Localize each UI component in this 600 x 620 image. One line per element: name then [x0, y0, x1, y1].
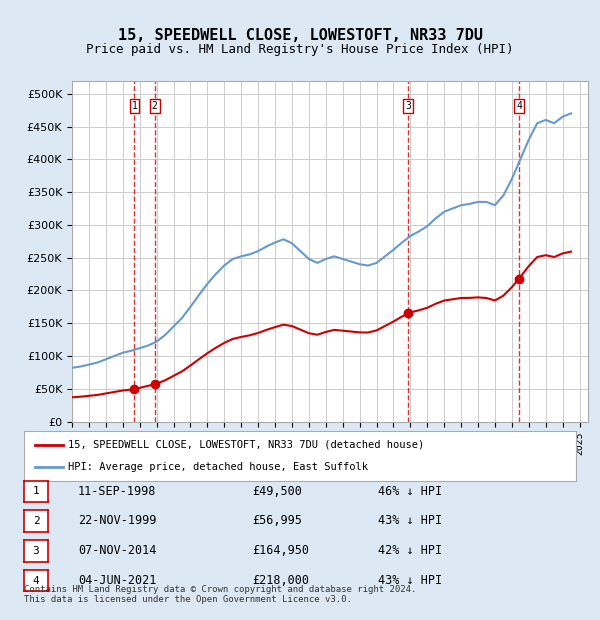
Text: 4: 4: [32, 575, 40, 586]
Text: £164,950: £164,950: [252, 544, 309, 557]
Text: 04-JUN-2021: 04-JUN-2021: [78, 574, 157, 587]
Text: 2: 2: [32, 516, 40, 526]
Text: 1: 1: [131, 101, 137, 111]
Text: 4: 4: [516, 101, 522, 111]
Text: 15, SPEEDWELL CLOSE, LOWESTOFT, NR33 7DU: 15, SPEEDWELL CLOSE, LOWESTOFT, NR33 7DU: [118, 28, 482, 43]
Text: 11-SEP-1998: 11-SEP-1998: [78, 485, 157, 497]
Text: 43% ↓ HPI: 43% ↓ HPI: [378, 515, 442, 527]
Text: 42% ↓ HPI: 42% ↓ HPI: [378, 544, 442, 557]
Text: 22-NOV-1999: 22-NOV-1999: [78, 515, 157, 527]
Text: 3: 3: [405, 101, 411, 111]
Text: 46% ↓ HPI: 46% ↓ HPI: [378, 485, 442, 497]
Text: 43% ↓ HPI: 43% ↓ HPI: [378, 574, 442, 587]
Text: 3: 3: [32, 546, 40, 556]
Text: Contains HM Land Registry data © Crown copyright and database right 2024.
This d: Contains HM Land Registry data © Crown c…: [24, 585, 416, 604]
Text: 07-NOV-2014: 07-NOV-2014: [78, 544, 157, 557]
Text: HPI: Average price, detached house, East Suffolk: HPI: Average price, detached house, East…: [68, 462, 368, 472]
Text: 1: 1: [32, 486, 40, 497]
Text: 15, SPEEDWELL CLOSE, LOWESTOFT, NR33 7DU (detached house): 15, SPEEDWELL CLOSE, LOWESTOFT, NR33 7DU…: [68, 440, 424, 450]
Text: £218,000: £218,000: [252, 574, 309, 587]
Text: 2: 2: [152, 101, 158, 111]
Text: £56,995: £56,995: [252, 515, 302, 527]
Text: Price paid vs. HM Land Registry's House Price Index (HPI): Price paid vs. HM Land Registry's House …: [86, 43, 514, 56]
Text: £49,500: £49,500: [252, 485, 302, 497]
